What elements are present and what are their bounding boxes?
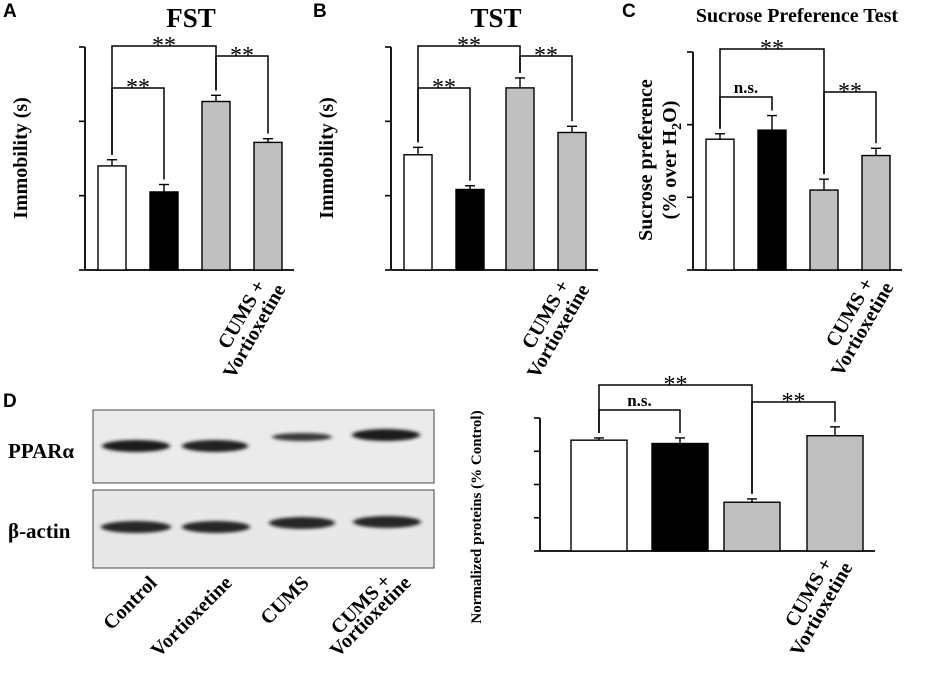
actin-band-vortioxetine (182, 521, 250, 533)
panel-b-sig-bracket-3-label: ** (534, 43, 558, 69)
ppar-band-cums-vortioxetine (352, 429, 420, 441)
panel-b-bar (455, 188, 485, 271)
panel-c-bar (757, 129, 787, 271)
panel-a-sig-bracket-1-label: ** (126, 75, 150, 101)
ppar-band-cums (272, 433, 332, 441)
bar-charts: CUMS +Vortioxetine**** **CUMS +Vortioxeti… (79, 33, 902, 660)
panel-a-bar (201, 100, 231, 271)
panel-d-sig-bracket-2-label: ** (664, 372, 688, 398)
panel-a-title: FST (166, 3, 216, 33)
ppar-band-vortioxetine (182, 440, 248, 452)
panel-c-sig-bracket-3-label: ** (838, 79, 862, 105)
panel-d-bar (651, 442, 709, 552)
panel-d-label: D (3, 391, 17, 412)
panel-a-ylabel: Immobility (s) (10, 97, 32, 219)
panel-b-sig-bracket-2-label: ** (457, 33, 481, 59)
blot-lane-cums: CUMS (256, 572, 313, 629)
western-blot: PPARα β-actin Control Vortioxetine CUMS … (8, 409, 435, 662)
panel-b-label: B (313, 1, 327, 22)
panel-c-bar (809, 189, 839, 271)
panel-c-ylabel-line1: Sucrose preference (635, 79, 657, 241)
panel-c-label: C (622, 1, 636, 22)
actin-band-control (101, 521, 171, 533)
panel-d-sig-bracket-1-label: n.s. (627, 391, 652, 410)
blot-label-ppar: PPARα (8, 439, 74, 463)
panel-c-ylabel-line2: (% over H2O) (659, 101, 685, 220)
panel-a-bar (97, 165, 127, 271)
panel-c-title: Sucrose Preference Test (696, 5, 899, 27)
panel-c-bar (861, 154, 891, 271)
panel-a-bar (149, 191, 179, 271)
blot-lane-control: Control (99, 572, 162, 635)
panel-b-bar (505, 87, 535, 271)
blot-lane-vortioxetine: Vortioxetine (147, 572, 237, 662)
panel-b-ylabel: Immobility (s) (316, 97, 338, 219)
panel-c-bar (705, 138, 735, 271)
panel-c-sig-bracket-1 (719, 96, 773, 129)
actin-band-cums (269, 517, 335, 529)
panel-d-sig-bracket-1 (598, 409, 681, 433)
blot-label-actin: β-actin (8, 519, 71, 543)
panel-a-bar (253, 141, 283, 271)
panel-c-sig-bracket-3 (823, 91, 877, 175)
panel-b-bar (403, 154, 433, 271)
panel-a-label: A (3, 1, 17, 22)
panel-b-bar (557, 131, 587, 271)
actin-band-cums-vortioxetine (353, 516, 421, 528)
panel-a-sig-bracket-2-label: ** (152, 33, 176, 59)
ppar-band-control (102, 440, 170, 452)
panel-c-sig-bracket-1-label: n.s. (734, 78, 759, 97)
panel-a-sig-bracket-3 (215, 55, 269, 134)
panel-d-bar (723, 501, 781, 552)
panel-d-sig-bracket-3 (751, 401, 836, 494)
panel-d-bar (570, 439, 628, 552)
panel-d-ylabel: Normalized proteins (% Control) (469, 410, 485, 623)
panel-b-sig-bracket-1-label: ** (432, 75, 456, 101)
panel-d-sig-bracket-3-label: ** (782, 389, 806, 415)
panel-b-title: TST (470, 3, 521, 33)
panel-b-sig-bracket-3 (519, 55, 573, 122)
panel-d-bar (806, 435, 864, 552)
panel-a-sig-bracket-3-label: ** (230, 43, 254, 69)
panel-c-sig-bracket-2-label: ** (760, 36, 784, 62)
